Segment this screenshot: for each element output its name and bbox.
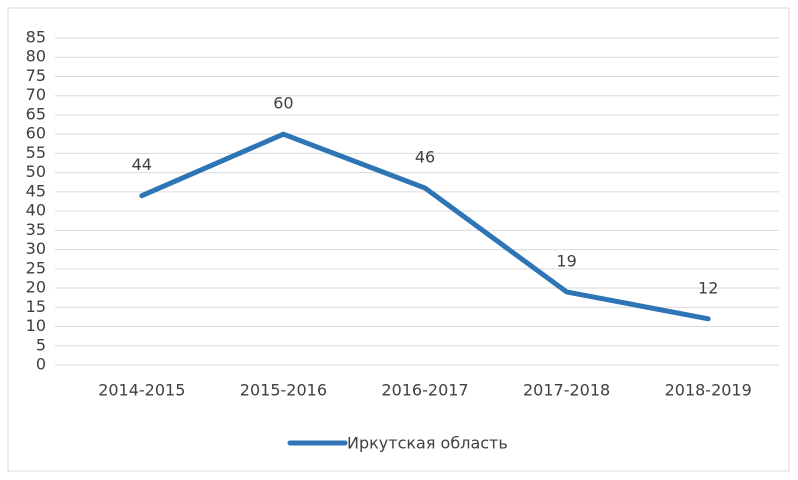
y-tick-label: 35 xyxy=(26,220,46,239)
data-label: 12 xyxy=(698,278,718,297)
y-tick-label: 30 xyxy=(26,239,46,258)
y-tick-label: 55 xyxy=(26,143,46,162)
y-tick-label: 15 xyxy=(26,297,46,316)
y-tick-label: 85 xyxy=(26,28,46,47)
y-tick-label: 65 xyxy=(26,104,46,123)
x-tick-label: 2015-2016 xyxy=(240,381,327,400)
y-tick-label: 60 xyxy=(26,124,46,143)
x-tick-label: 2014-2015 xyxy=(98,381,185,400)
y-tick-label: 50 xyxy=(26,162,46,181)
y-tick-label: 75 xyxy=(26,66,46,85)
y-tick-label: 20 xyxy=(26,278,46,297)
chart-border xyxy=(7,7,790,472)
legend-label: Иркутская область xyxy=(347,434,508,453)
x-tick-label: 2017-2018 xyxy=(523,381,610,400)
y-tick-label: 70 xyxy=(26,85,46,104)
data-line xyxy=(139,131,711,322)
y-tick-label: 45 xyxy=(26,181,46,200)
data-label: 46 xyxy=(415,148,435,167)
y-tick-label: 10 xyxy=(26,316,46,335)
data-label: 19 xyxy=(556,251,576,270)
y-tick-label: 5 xyxy=(36,335,46,354)
data-label: 60 xyxy=(273,94,293,113)
y-tick-label: 0 xyxy=(36,355,46,374)
x-tick-label: 2018-2019 xyxy=(665,381,752,400)
y-tick-label: 80 xyxy=(26,47,46,66)
y-tick-label: 40 xyxy=(26,201,46,220)
y-tick-label: 25 xyxy=(26,258,46,277)
x-tick-label: 2016-2017 xyxy=(381,381,468,400)
data-label: 44 xyxy=(132,155,152,174)
